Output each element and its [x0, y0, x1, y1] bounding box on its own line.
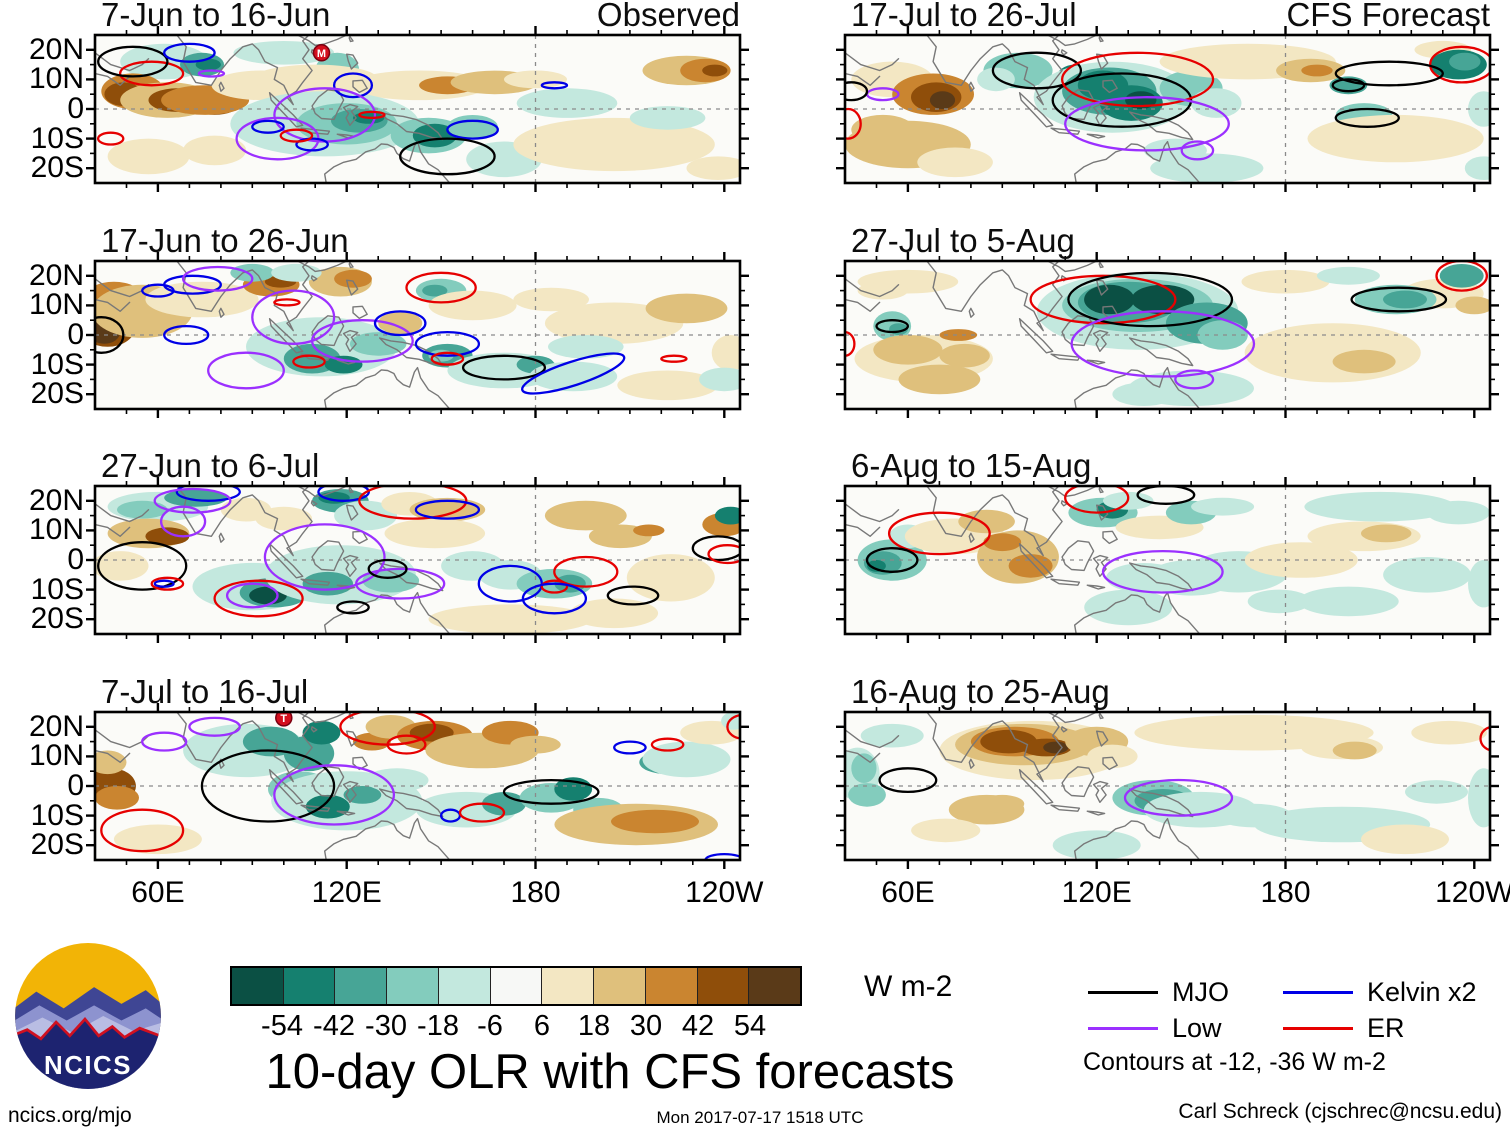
- panel-title: 27-Jul to 5-Aug: [851, 222, 1075, 259]
- lat-tick-label: 20N: [28, 709, 84, 743]
- map-panel-forecast-1: [836, 26, 1499, 192]
- colorbar-segment: [438, 968, 491, 1004]
- colorbar-tick-label: 18: [577, 1010, 611, 1042]
- panel-title: 27-Jun to 6-Jul: [101, 447, 320, 484]
- lat-tick-label: 10S: [30, 798, 84, 832]
- ncics-logo: NCICS: [15, 943, 161, 1089]
- colorbar-tick-label: 54: [733, 1010, 767, 1042]
- legend-label-kelvin-x2: Kelvin x2: [1367, 977, 1477, 1007]
- panel-title: 17-Jul to 26-Jul: [851, 0, 1077, 33]
- lat-tick-label: 20S: [30, 151, 84, 185]
- lat-tick-label: 0: [67, 543, 84, 576]
- colorbar-segment: [283, 968, 336, 1004]
- colorbar-tick-label: -18: [417, 1010, 459, 1042]
- colorbar-segment: [387, 968, 439, 1004]
- lat-tick-label: 10N: [28, 513, 84, 547]
- colorbar-segment: [645, 968, 698, 1004]
- colorbar-units-label: W m-2: [864, 970, 953, 1003]
- colorbar-segment: [490, 968, 543, 1004]
- lat-tick-label: 20N: [28, 483, 84, 517]
- map-panel-forecast-2: [836, 252, 1499, 418]
- panel-title: 7-Jul to 16-Jul: [101, 673, 309, 710]
- colorbar: [230, 966, 802, 1006]
- colorbar-tick-label: -54: [261, 1010, 303, 1042]
- logo-red-ridge-line: [15, 1016, 161, 1041]
- lat-tick-label: 0: [67, 769, 84, 802]
- panel-title: 16-Aug to 25-Aug: [851, 673, 1110, 710]
- colorbar-segment: [542, 968, 595, 1004]
- svg-text:M: M: [317, 48, 326, 60]
- author-credit: Carl Schreck (cjschrec@ncsu.edu): [1178, 1100, 1502, 1123]
- colorbar-segment: [232, 968, 284, 1004]
- colorbar-tick-label: 42: [681, 1010, 715, 1042]
- site-url: ncics.org/mjo: [8, 1104, 132, 1127]
- figure-title: 10-day OLR with CFS forecasts: [265, 1045, 955, 1099]
- map-panel-forecast-4: [836, 703, 1499, 869]
- lat-tick-label: 10N: [28, 62, 84, 96]
- map-panel-observed-3: [86, 477, 749, 643]
- lat-tick-label: 0: [67, 92, 84, 125]
- map-panel-forecast-3: [836, 477, 1499, 643]
- colorbar-tick-label: -30: [365, 1010, 407, 1042]
- legend-line-low: [1088, 1027, 1158, 1030]
- lat-tick-label: 10S: [30, 347, 84, 381]
- lat-tick-label: 10S: [30, 572, 84, 606]
- map-panel-observed-2: [86, 252, 749, 418]
- creation-timestamp: Mon 2017-07-17 1518 UTC: [656, 1108, 864, 1127]
- lat-tick-label: 20N: [28, 258, 84, 292]
- colorbar-segment: [335, 968, 388, 1004]
- lat-tick-label: 10S: [30, 121, 84, 155]
- lat-tick-label: 20S: [30, 377, 84, 411]
- legend-contour-note: Contours at -12, -36 W m-2: [1083, 1048, 1386, 1076]
- lon-tick-label: 120E: [311, 876, 382, 909]
- lat-tick-label: 10N: [28, 739, 84, 773]
- lon-tick-label: 180: [510, 876, 561, 909]
- colorbar-segment: [697, 968, 750, 1004]
- lon-tick-label: 60E: [881, 876, 935, 909]
- legend-label-er: ER: [1367, 1013, 1405, 1043]
- colorbar-segment: [594, 968, 646, 1004]
- svg-text:T: T: [280, 713, 287, 725]
- lat-tick-label: 20S: [30, 828, 84, 862]
- column-label-cfs-forecast: CFS Forecast: [1286, 0, 1490, 33]
- legend-label-low: Low: [1172, 1013, 1222, 1043]
- colorbar-tick-label: 6: [533, 1010, 551, 1042]
- lat-tick-label: 20N: [28, 32, 84, 66]
- lat-tick-label: 0: [67, 318, 84, 351]
- lat-tick-label: 10N: [28, 288, 84, 322]
- lon-tick-label: 120E: [1061, 876, 1132, 909]
- tropical-cyclone-icon: T: [275, 712, 293, 727]
- legend-label-mjo: MJO: [1172, 977, 1229, 1007]
- lat-tick-label: 20S: [30, 602, 84, 636]
- column-label-observed: Observed: [596, 0, 740, 33]
- colorbar-segment: [749, 968, 801, 1004]
- legend-line-er: [1283, 1027, 1353, 1030]
- legend-line-mjo: [1088, 991, 1158, 994]
- legend-line-kelvin-x2: [1283, 991, 1353, 994]
- map-panel-observed-1: M: [86, 26, 749, 192]
- colorbar-tick-label: -6: [477, 1010, 503, 1042]
- colorbar-tick-label: -42: [313, 1010, 355, 1042]
- panel-title: 6-Aug to 15-Aug: [851, 447, 1092, 484]
- panel-title: 17-Jun to 26-Jun: [101, 222, 349, 259]
- colorbar-tick-label: 30: [629, 1010, 663, 1042]
- lon-tick-label: 60E: [131, 876, 185, 909]
- tropical-cyclone-icon: M: [312, 44, 331, 62]
- logo-wordmark: NCICS: [44, 1052, 132, 1080]
- lon-tick-label: 180: [1260, 876, 1311, 909]
- map-panel-observed-4: T: [86, 703, 749, 869]
- lon-tick-label: 120W: [1435, 876, 1510, 909]
- panel-title: 7-Jun to 16-Jun: [101, 0, 331, 33]
- lon-tick-label: 120W: [685, 876, 764, 909]
